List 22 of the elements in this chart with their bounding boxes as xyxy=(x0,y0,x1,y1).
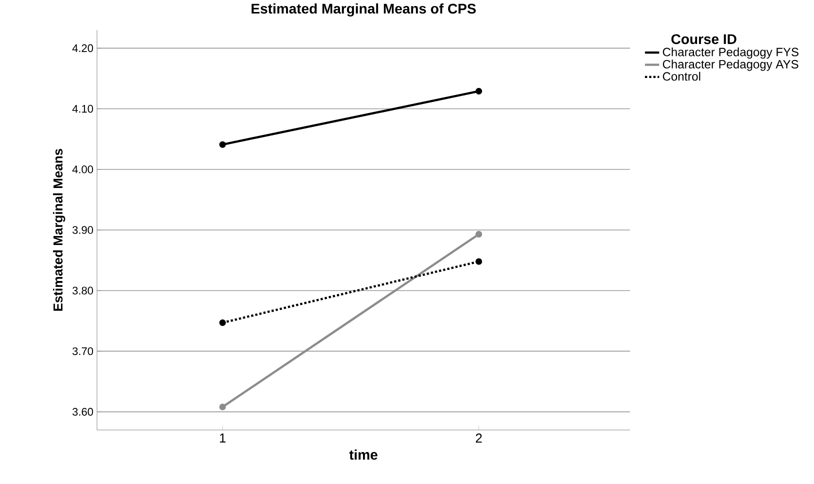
point xyxy=(219,141,226,148)
x-tick-label: 1 xyxy=(220,434,226,442)
legend-label: Character Pedagogy FYS xyxy=(662,47,798,59)
legend-label: Control xyxy=(662,72,700,81)
y-tick-label: 3.60 xyxy=(72,408,94,416)
chart-title: Estimated Marginal Means of CPS xyxy=(252,3,476,16)
y-tick-label: 3.80 xyxy=(72,286,94,294)
point xyxy=(476,88,482,95)
point xyxy=(219,404,226,410)
legend-label: Character Pedagogy AYS xyxy=(662,60,798,71)
y-tick-label: 4.20 xyxy=(72,44,94,52)
y-tick-label: 4.00 xyxy=(72,166,94,174)
y-axis-title: Estimated Marginal Means xyxy=(53,148,66,311)
point xyxy=(476,258,482,265)
x-axis-title: time xyxy=(349,449,378,460)
y-tick-label: 3.70 xyxy=(72,347,94,356)
point xyxy=(219,319,226,326)
point xyxy=(476,230,482,238)
y-tick-label: 3.90 xyxy=(72,226,94,234)
x-tick-label: 2 xyxy=(476,434,482,443)
y-tick-label: 4.10 xyxy=(72,104,94,113)
legend-title: Course ID xyxy=(671,34,736,44)
